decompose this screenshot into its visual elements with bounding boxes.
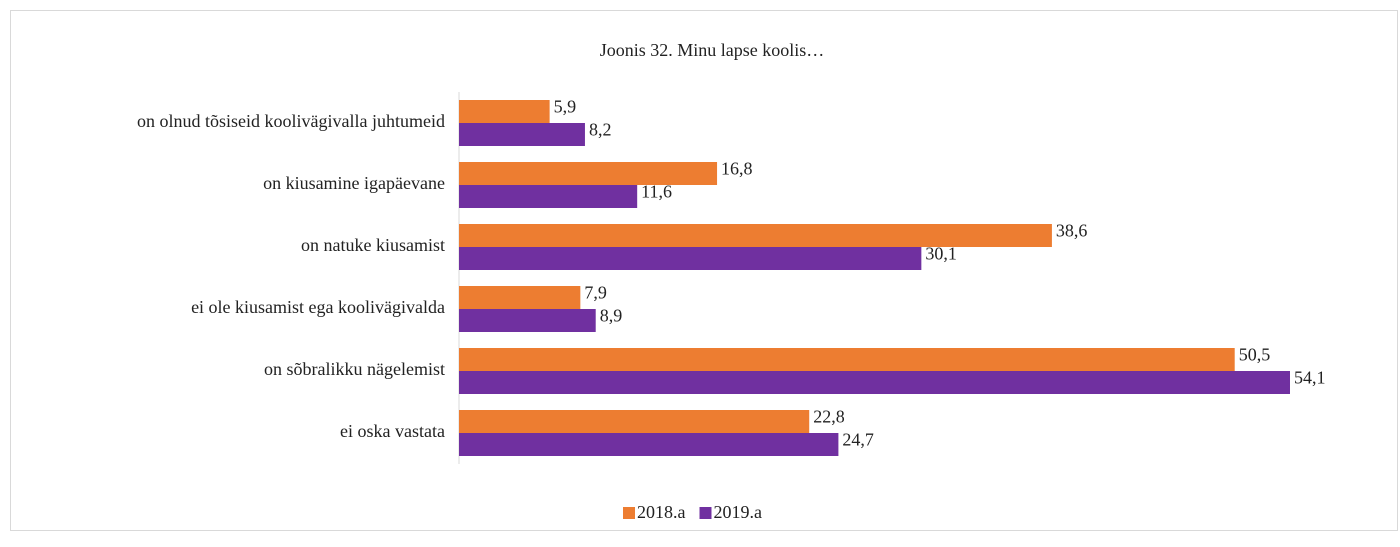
bar xyxy=(459,247,922,270)
data-label: 38,6 xyxy=(1056,221,1088,241)
bar xyxy=(459,371,1290,394)
data-label: 11,6 xyxy=(641,182,672,202)
legend-swatch xyxy=(623,507,635,519)
bar xyxy=(459,309,596,332)
data-label: 22,8 xyxy=(813,407,845,427)
category-label: on natuke kiusamist xyxy=(301,235,445,255)
legend-swatch xyxy=(699,507,712,519)
bar xyxy=(459,433,839,456)
data-label: 54,1 xyxy=(1294,368,1326,388)
data-label: 8,9 xyxy=(600,306,623,326)
bar xyxy=(459,224,1052,247)
data-label: 5,9 xyxy=(554,97,577,117)
category-label: on sõbralikku nägelemist xyxy=(264,359,445,379)
category-label: ei oska vastata xyxy=(340,421,445,441)
category-label: ei ole kiusamist ega koolivägivalda xyxy=(191,297,445,317)
data-label: 8,2 xyxy=(589,120,612,140)
category-label: on olnud tõsiseid koolivägivalla juhtume… xyxy=(137,111,445,131)
bar xyxy=(459,410,810,433)
data-label: 30,1 xyxy=(925,244,957,264)
bar xyxy=(459,185,638,208)
bar xyxy=(459,100,550,123)
data-label: 7,9 xyxy=(584,283,607,303)
chart-title: Joonis 32. Minu lapse koolis… xyxy=(600,40,825,60)
data-label: 24,7 xyxy=(842,430,874,450)
legend-label: 2019.a xyxy=(714,502,763,522)
category-label: on kiusamine igapäevane xyxy=(263,173,445,193)
legend-label: 2018.a xyxy=(637,502,686,522)
bar xyxy=(459,162,718,185)
bar xyxy=(459,286,581,309)
bar xyxy=(459,123,585,146)
data-label: 50,5 xyxy=(1239,345,1271,365)
bar xyxy=(459,348,1235,371)
data-label: 16,8 xyxy=(721,159,753,179)
